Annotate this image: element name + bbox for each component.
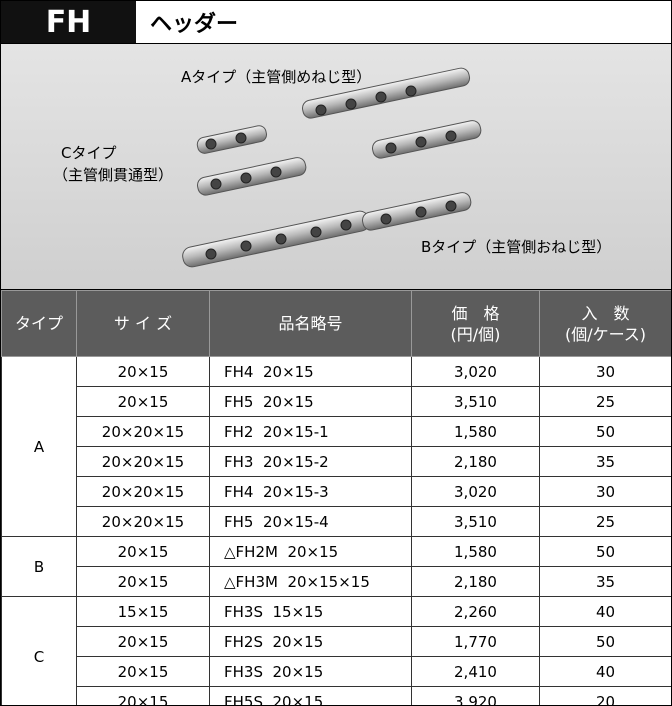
size-cell: 20×20×15 xyxy=(76,446,210,477)
price-cell: 1,580 xyxy=(411,416,540,447)
qty-cell: 35 xyxy=(539,566,671,597)
qty-cell: 25 xyxy=(539,386,671,417)
size-cell: 20×20×15 xyxy=(76,506,210,537)
name-cell: FH3S 20×15 xyxy=(209,656,412,687)
name-cell: △FH3M 20×15×15 xyxy=(209,566,412,597)
name-cell: FH2S 20×15 xyxy=(209,626,412,657)
table-row: 20×15 FH2S 20×15 1,770 50 xyxy=(2,626,671,657)
photo: Aタイプ（主管側めねじ型） Cタイプ （主管側貫通型） Bタイプ（主管側おねじ型… xyxy=(1,44,671,290)
name-cell: FH3S 15×15 xyxy=(209,596,412,627)
header-text: サ イ ズ xyxy=(113,314,173,333)
price-cell: 3,020 xyxy=(411,356,540,387)
qty-cell: 30 xyxy=(539,476,671,507)
price-cell: 3,920 xyxy=(411,686,540,705)
name-cell: FH4 20×15 xyxy=(209,356,412,387)
price-cell: 2,260 xyxy=(411,596,540,627)
price-cell: 3,510 xyxy=(411,506,540,537)
table-row: C 15×15 FH3S 15×15 2,260 40 xyxy=(1,596,671,705)
table-row: 20×20×15 FH4 20×15-3 3,020 30 xyxy=(2,476,671,507)
type-cell: C xyxy=(1,596,77,705)
header-cell: タイプ xyxy=(1,290,77,357)
name-cell: FH4 20×15-3 xyxy=(209,476,412,507)
qty-cell: 50 xyxy=(539,626,671,657)
table-body: A 20×15 FH4 20×15 3,020 30 20×15 FH5 20×15 3,51… xyxy=(1,356,671,705)
header-text: (個/ケース) xyxy=(564,324,647,344)
size-cell: 20×15 xyxy=(76,356,210,387)
qty-cell: 30 xyxy=(539,356,671,387)
qty-cell: 50 xyxy=(539,416,671,447)
header-text: タイプ xyxy=(14,314,63,333)
name-cell: FH3 20×15-2 xyxy=(209,446,412,477)
header: FH ヘッダー xyxy=(1,1,671,44)
name-cell: FH5 20×15-4 xyxy=(209,506,412,537)
table-row: 20×20×15 FH2 20×15-1 1,580 50 xyxy=(2,416,671,447)
price-cell: 3,510 xyxy=(411,386,540,417)
header-cell: サ イ ズ xyxy=(76,290,210,357)
name-cell: FH5S 20×15 xyxy=(209,686,412,705)
size-cell: 20×15 xyxy=(76,656,210,687)
size-cell: 20×15 xyxy=(76,686,210,705)
label-b: Bタイプ（主管側おねじ型） xyxy=(421,238,612,256)
size-cell: 20×15 xyxy=(76,536,210,567)
header-text: 品名略号 xyxy=(278,314,343,333)
pipes-illustration xyxy=(182,67,482,268)
table-row: 20×20×15 FH3 20×15-2 2,180 35 xyxy=(2,446,671,477)
name-cell: FH5 20×15 xyxy=(209,386,412,417)
type-cell: A xyxy=(1,356,77,537)
label-a: Aタイプ（主管側めねじ型） xyxy=(181,68,372,86)
price-cell: 2,180 xyxy=(411,446,540,477)
label-c-sub: （主管側貫通型） xyxy=(53,166,174,184)
qty-cell: 35 xyxy=(539,446,671,477)
name-cell: FH2 20×15-1 xyxy=(209,416,412,447)
size-cell: 20×15 xyxy=(76,626,210,657)
name-cell: △FH2M 20×15 xyxy=(209,536,412,567)
price-cell: 1,580 xyxy=(411,536,540,567)
header-cell: 品名略号 xyxy=(209,290,412,357)
header-cell: 価 格 (円/個) xyxy=(411,290,540,357)
header-text: 価 格 xyxy=(451,303,500,323)
header-title: ヘッダー xyxy=(150,12,239,37)
label-c: Cタイプ xyxy=(61,144,117,162)
qty-cell: 40 xyxy=(539,656,671,687)
header-text: (円/個) xyxy=(450,324,501,344)
size-cell: 20×15 xyxy=(76,566,210,597)
qty-cell: 25 xyxy=(539,506,671,537)
table-row: B 20×15 △FH2M 20×15 1,580 50 xyxy=(1,536,671,597)
header-cell: 入 数 (個/ケース) xyxy=(539,290,671,357)
size-cell: 20×20×15 xyxy=(76,476,210,507)
table-row: 20×15 FH5S 20×15 3,920 20 xyxy=(2,686,671,705)
type-cell: B xyxy=(1,536,77,597)
price-cell: 2,180 xyxy=(411,566,540,597)
header-code: FH xyxy=(1,1,136,43)
price-cell: 2,410 xyxy=(411,656,540,687)
table-row: 20×15 FH3S 20×15 2,410 40 xyxy=(2,656,671,687)
table-header: タイプサ イ ズ品名略号価 格 (円/個) 入 数 (個/ケース) xyxy=(1,290,671,357)
table-row: 20×20×15 FH5 20×15-4 3,510 25 xyxy=(2,506,671,537)
qty-cell: 20 xyxy=(539,686,671,705)
qty-cell: 40 xyxy=(539,596,671,627)
price-cell: 1,770 xyxy=(411,626,540,657)
table-row: A 20×15 FH4 20×15 3,020 30 xyxy=(1,356,671,537)
size-cell: 20×15 xyxy=(76,386,210,417)
header-text: 入 数 xyxy=(581,303,630,323)
table-row: 20×15 △FH3M 20×15×15 2,180 35 xyxy=(2,566,671,597)
price-table: タイプサ イ ズ品名略号価 格 (円/個) 入 数 (個/ケース) A 20×15 FH4… xyxy=(1,290,671,705)
qty-cell: 50 xyxy=(539,536,671,567)
price-cell: 3,020 xyxy=(411,476,540,507)
size-cell: 15×15 xyxy=(76,596,210,627)
size-cell: 20×20×15 xyxy=(76,416,210,447)
table-row: 20×15 FH5 20×15 3,510 25 xyxy=(2,386,671,417)
